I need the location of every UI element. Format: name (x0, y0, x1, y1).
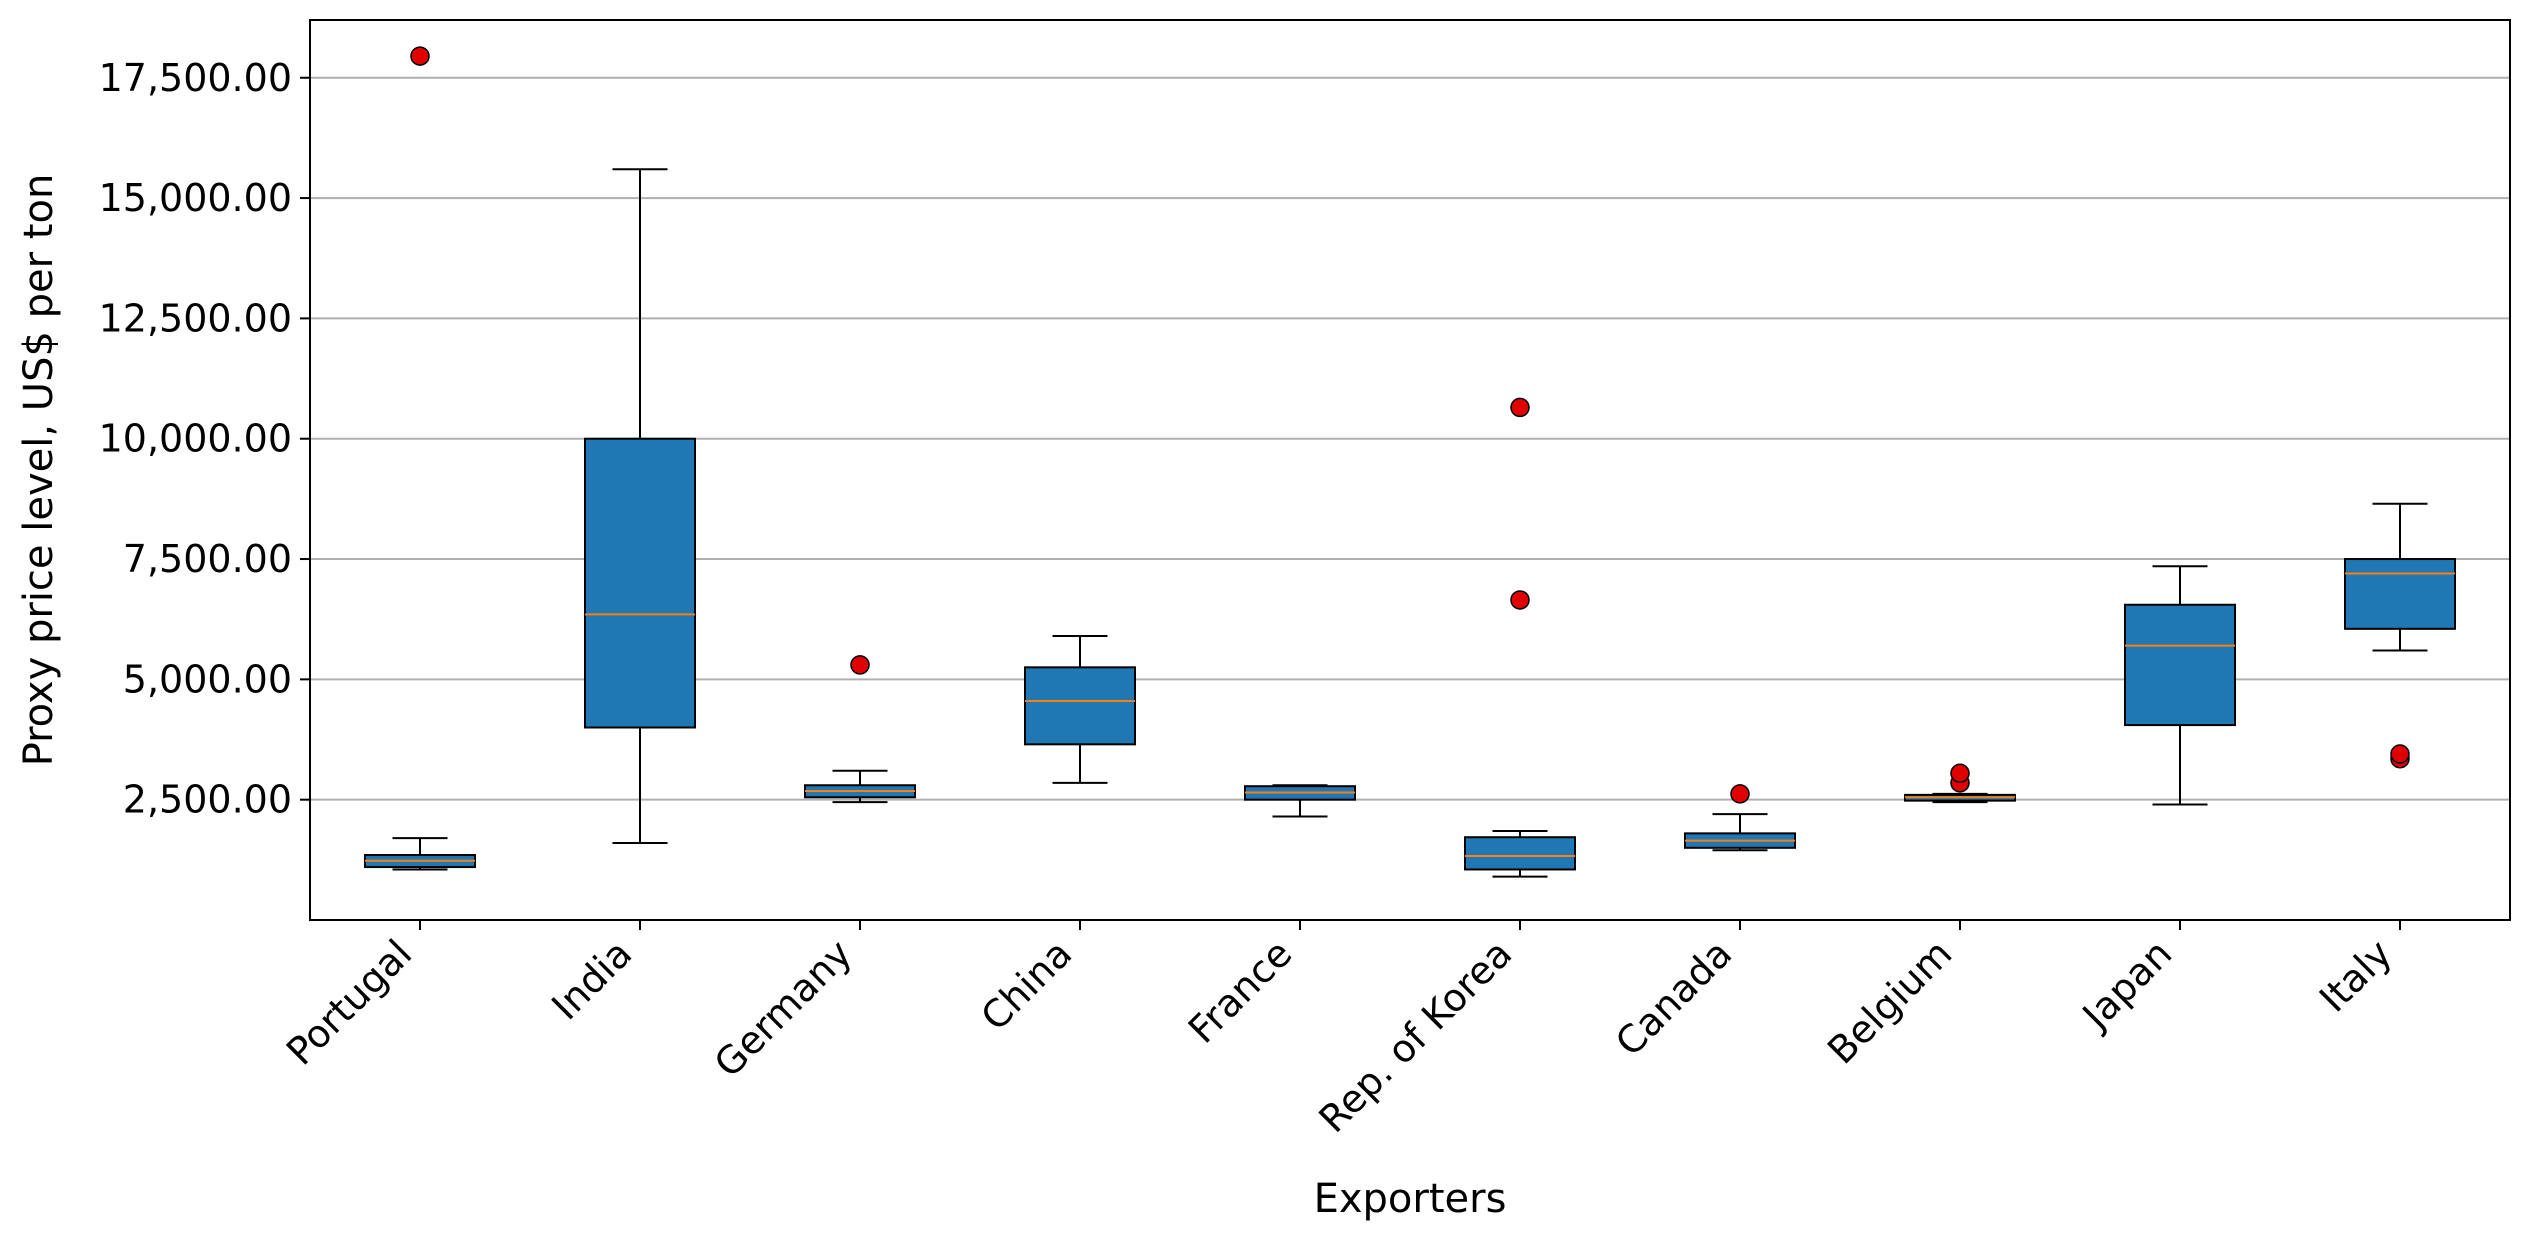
x-tick-label: Germany (706, 931, 861, 1086)
y-tick-label: 17,500.00 (99, 56, 292, 100)
box-group (1024, 635, 1136, 784)
plot-area (364, 46, 2456, 878)
x-tick-label: Italy (2311, 931, 2400, 1020)
plot-frame (309, 19, 2511, 921)
x-tick-label: China (972, 931, 1080, 1039)
x-tick-label: Canada (1607, 931, 1740, 1064)
x-tick-label: India (543, 931, 640, 1028)
box-group (2124, 565, 2236, 806)
outlier-point (1950, 763, 1970, 783)
x-tick-label: Belgium (1819, 931, 1960, 1072)
outlier-point (850, 655, 870, 675)
box-iqr (1024, 666, 1136, 746)
y-axis: 2,500.00 5,000.00 7,500.00 10,000.00 12,500.… (99, 56, 310, 822)
y-tick-label: 2,500.00 (123, 778, 292, 822)
box-iqr (1464, 836, 1576, 871)
box-group (1904, 763, 2016, 804)
box-group (1244, 784, 1356, 818)
box-group (804, 655, 916, 804)
y-tick-label: 7,500.00 (123, 537, 292, 581)
box-group (1464, 397, 1576, 878)
x-tick-label: France (1180, 931, 1300, 1051)
y-tick-label: 12,500.00 (99, 296, 292, 340)
outlier-point (1510, 397, 1530, 418)
box-iqr (584, 437, 696, 729)
x-axis: Portugal India Germany China France Rep. of K… (278, 920, 2401, 1141)
x-axis-title: Exporters (1314, 1176, 1507, 1222)
y-tick-label: 15,000.00 (99, 176, 292, 220)
y-tick-label: 10,000.00 (99, 417, 292, 461)
outlier-point (2390, 744, 2410, 764)
outlier-point (1730, 784, 1750, 804)
y-axis-title: Proxy price level, US$ per ton (16, 174, 62, 767)
box-iqr (2124, 603, 2236, 727)
box-group (364, 46, 476, 871)
box-group (1684, 784, 1796, 852)
box-group (2344, 502, 2456, 769)
outlier-point (1510, 590, 1530, 610)
x-tick-label: Portugal (278, 931, 420, 1073)
outlier-point (410, 46, 430, 66)
box-group (584, 168, 696, 844)
y-tick-label: 5,000.00 (123, 657, 292, 701)
box-iqr (2344, 558, 2456, 630)
x-tick-label: Rep. of Korea (1310, 931, 1520, 1141)
x-tick-label: Japan (2073, 931, 2180, 1038)
